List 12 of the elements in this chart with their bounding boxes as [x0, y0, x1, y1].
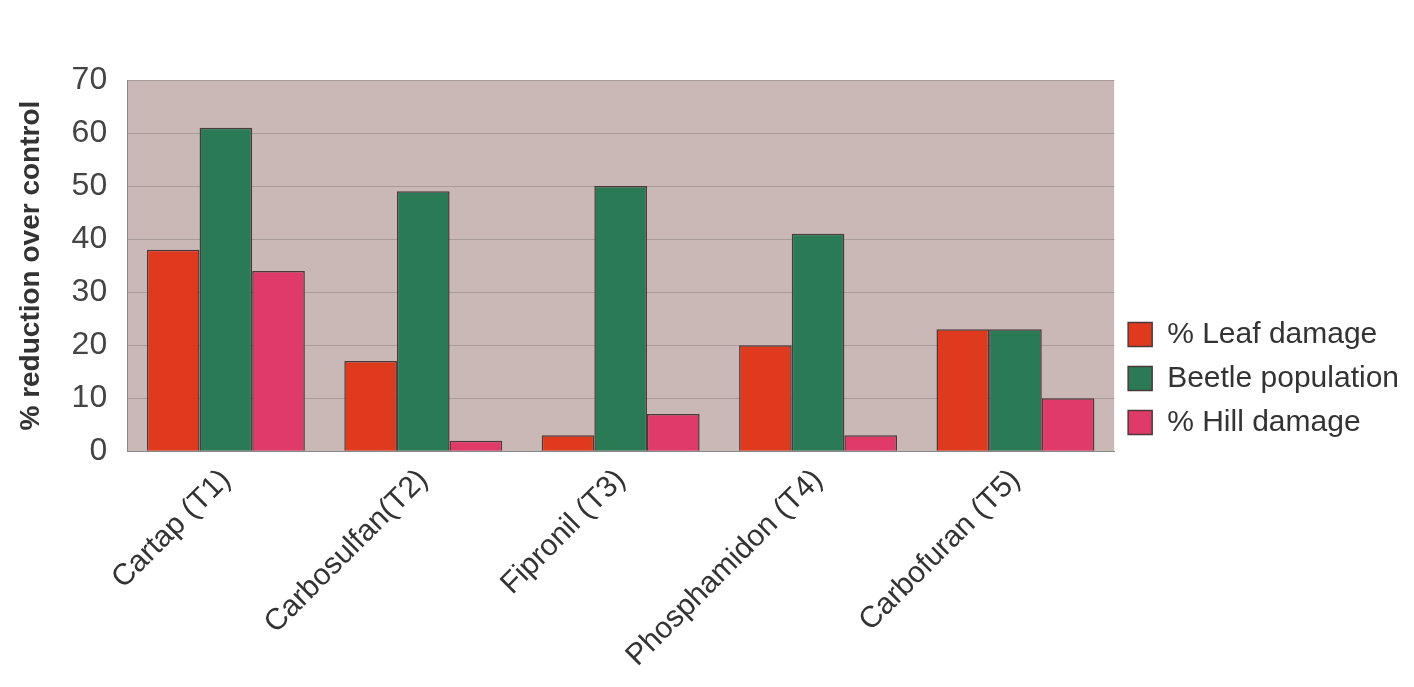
- y-axis-title: % reduction over control: [13, 100, 45, 431]
- legend-label: % Hill damage: [1167, 403, 1361, 437]
- y-tick-label: 40: [71, 218, 108, 255]
- legend-label: % Leaf damage: [1167, 315, 1378, 349]
- y-tick-label: 20: [71, 325, 108, 361]
- y-tick-label: 10: [71, 378, 108, 415]
- y-tick-label: 60: [71, 112, 108, 149]
- y-tick-label: 30: [71, 271, 108, 308]
- y-tick-label: 70: [71, 59, 108, 96]
- y-tick-label: 50: [71, 165, 108, 202]
- legend-label: Beetle population: [1167, 359, 1399, 393]
- y-tick-label: 0: [89, 431, 108, 468]
